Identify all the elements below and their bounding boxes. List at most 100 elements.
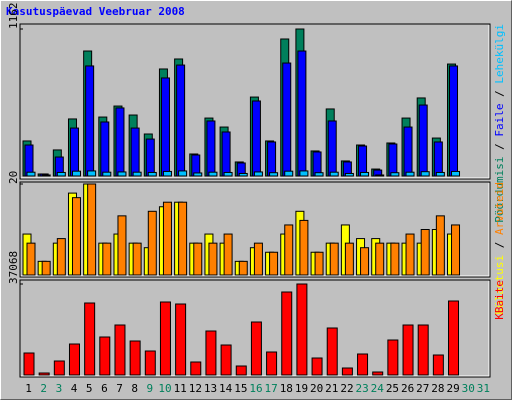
bar <box>344 172 354 177</box>
bar <box>297 50 307 177</box>
bar <box>420 171 430 177</box>
bar <box>208 242 218 276</box>
bar <box>357 353 369 376</box>
bar <box>390 242 400 276</box>
legend-separator: / <box>493 137 506 157</box>
bar <box>100 121 110 177</box>
bar <box>26 242 36 276</box>
bar <box>420 229 430 276</box>
bar <box>344 242 354 276</box>
bar <box>208 171 218 177</box>
legend-separator: / <box>493 84 506 104</box>
bar <box>132 171 142 177</box>
x-tick-label: 21 <box>325 382 338 395</box>
x-tick-label: 24 <box>371 382 385 395</box>
bar <box>115 107 125 177</box>
legend: Pöördumisi / Faile / Lehekülgi <box>493 24 506 223</box>
x-tick-label: 23 <box>356 382 369 395</box>
bar <box>190 361 202 376</box>
legend: Külastusi / Arvuteid <box>493 182 506 314</box>
bar <box>71 197 81 276</box>
bar <box>405 171 415 177</box>
bar <box>282 62 292 177</box>
bar <box>432 354 444 376</box>
bar <box>267 141 277 177</box>
bar <box>175 303 187 376</box>
bar <box>435 215 445 276</box>
bar <box>448 300 460 376</box>
bar <box>147 171 157 177</box>
x-tick-label: 11 <box>174 382 187 395</box>
bar <box>284 224 294 276</box>
x-tick-label: 31 <box>477 382 490 395</box>
bar <box>221 131 231 177</box>
bar <box>24 144 34 177</box>
bar <box>402 324 414 376</box>
bar <box>299 170 309 177</box>
bar <box>284 170 294 177</box>
x-tick-label: 6 <box>101 382 108 395</box>
legend-entry: Külastusi <box>493 255 506 315</box>
bar <box>130 127 140 177</box>
bar <box>162 170 172 177</box>
bar <box>296 283 308 376</box>
bar <box>329 242 339 276</box>
bar <box>69 127 79 177</box>
bar <box>162 201 172 276</box>
bar <box>326 327 338 376</box>
x-tick-label: 27 <box>416 382 429 395</box>
bar <box>238 172 248 177</box>
bar <box>281 291 293 376</box>
bar <box>403 126 413 177</box>
legend-entry: Pöördumisi <box>493 156 506 222</box>
x-tick-label: 26 <box>401 382 414 395</box>
x-tick-label: 17 <box>265 382 278 395</box>
x-tick-label: 5 <box>86 382 93 395</box>
legend-entry: Arvuteid <box>493 182 506 235</box>
bar <box>193 242 203 276</box>
bar <box>375 242 385 276</box>
x-tick-label: 14 <box>219 382 233 395</box>
legend-entry: KBaite <box>493 280 506 320</box>
bar <box>117 215 127 276</box>
x-tick-label: 20 <box>310 382 323 395</box>
bar <box>314 251 324 276</box>
x-tick-label: 12 <box>189 382 202 395</box>
x-tick-label: 9 <box>147 382 154 395</box>
panel-bevel <box>21 25 490 179</box>
x-tick-label: 13 <box>204 382 217 395</box>
bar <box>341 367 353 376</box>
x-tick-label: 22 <box>340 382 353 395</box>
bar <box>253 171 263 177</box>
bar <box>176 64 186 177</box>
bar <box>390 172 400 177</box>
bar <box>56 238 66 276</box>
bar <box>223 171 233 177</box>
bar <box>372 371 384 376</box>
x-tick-label: 18 <box>280 382 293 395</box>
bar <box>451 224 461 276</box>
bar <box>145 138 155 177</box>
x-tick-label: 19 <box>295 382 308 395</box>
bar <box>358 145 368 177</box>
bar <box>53 360 65 376</box>
legend-entry: Faile <box>493 103 506 136</box>
bar <box>205 330 217 376</box>
x-tick-label: 25 <box>386 382 399 395</box>
bar <box>405 233 415 276</box>
legend-entry: Lehekülgi <box>493 24 506 84</box>
bar <box>206 120 216 177</box>
bar <box>418 104 428 177</box>
bar <box>87 183 97 276</box>
x-tick-label: 7 <box>116 382 123 395</box>
bar <box>388 143 398 177</box>
y-tick-label: 1162 <box>7 3 20 30</box>
bar <box>253 242 263 276</box>
panel-bevel <box>21 183 490 277</box>
bar <box>360 247 370 276</box>
x-tick-label: 30 <box>462 382 475 395</box>
bar <box>85 65 95 177</box>
bar <box>117 171 127 177</box>
